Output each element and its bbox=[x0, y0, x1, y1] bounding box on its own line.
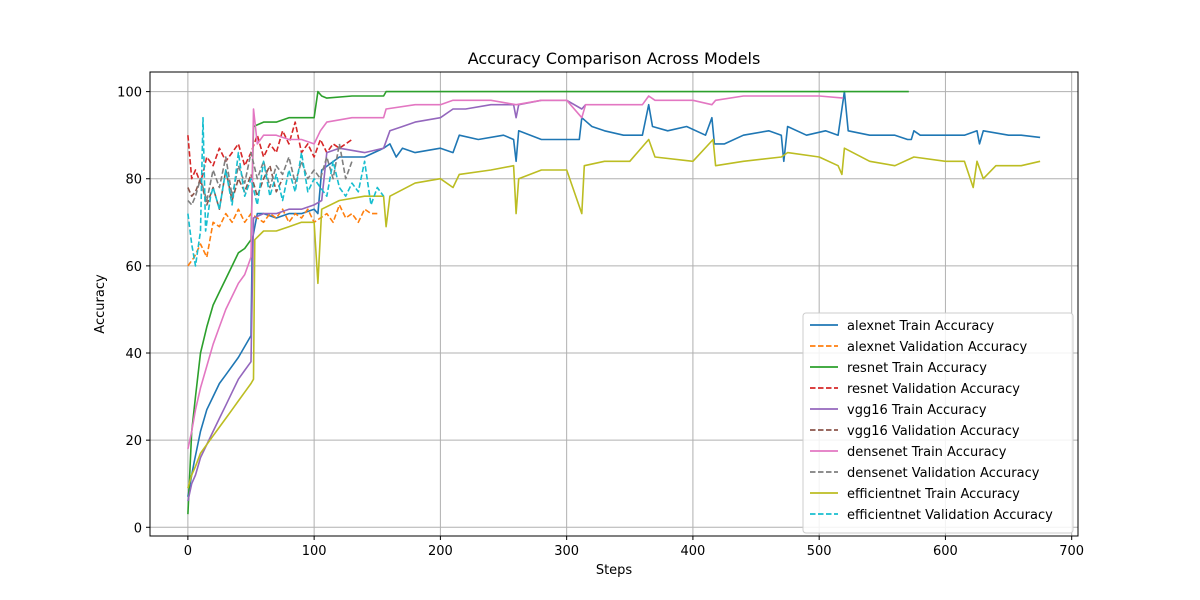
legend-label: vgg16 Validation Accuracy bbox=[847, 424, 1020, 439]
x-tick-label: 400 bbox=[680, 544, 705, 559]
legend-label: densenet Validation Accuracy bbox=[847, 466, 1040, 481]
series-line-4 bbox=[187, 121, 353, 184]
x-axis-label: Steps bbox=[596, 563, 633, 578]
legend-label: densenet Train Accuracy bbox=[847, 445, 1007, 460]
y-tick-label: 20 bbox=[125, 434, 142, 449]
legend-label: vgg16 Train Accuracy bbox=[847, 403, 987, 418]
x-axis: 0 100 200 300 400 500 600 700 bbox=[184, 536, 1084, 559]
y-tick-label: 100 bbox=[117, 86, 142, 101]
legend: alexnet Train Accuracy alexnet Validation… bbox=[802, 312, 1074, 534]
legend-label: alexnet Validation Accuracy bbox=[847, 340, 1027, 355]
legend-label: resnet Train Accuracy bbox=[847, 361, 987, 376]
chart-title: Accuracy Comparison Across Models bbox=[468, 49, 761, 68]
y-tick-label: 0 bbox=[134, 521, 142, 536]
legend-label: alexnet Train Accuracy bbox=[847, 319, 994, 334]
series-line-10 bbox=[187, 116, 385, 267]
series-line-7 bbox=[187, 95, 844, 450]
x-tick-label: 300 bbox=[554, 544, 579, 559]
legend-box bbox=[802, 312, 1074, 534]
x-tick-label: 200 bbox=[428, 544, 453, 559]
x-tick-label: 600 bbox=[933, 544, 958, 559]
x-tick-label: 700 bbox=[1059, 544, 1084, 559]
legend-label: efficientnet Validation Accuracy bbox=[847, 508, 1053, 523]
y-tick-label: 80 bbox=[125, 173, 142, 188]
y-tick-label: 40 bbox=[125, 347, 142, 362]
series-line-2 bbox=[187, 204, 378, 267]
series-line-3 bbox=[187, 90, 909, 515]
x-tick-label: 100 bbox=[302, 544, 327, 559]
x-tick-label: 500 bbox=[807, 544, 832, 559]
legend-label: efficientnet Train Accuracy bbox=[847, 487, 1020, 502]
x-tick-label: 0 bbox=[184, 544, 192, 559]
y-tick-label: 60 bbox=[125, 260, 142, 275]
y-axis: 0 20 40 60 80 100 bbox=[117, 86, 150, 536]
legend-label: resnet Validation Accuracy bbox=[847, 382, 1020, 397]
y-axis-label: Accuracy bbox=[93, 274, 108, 334]
series-line-9 bbox=[187, 138, 1041, 489]
axes-frame bbox=[149, 71, 1079, 537]
plot-area bbox=[187, 90, 1041, 515]
